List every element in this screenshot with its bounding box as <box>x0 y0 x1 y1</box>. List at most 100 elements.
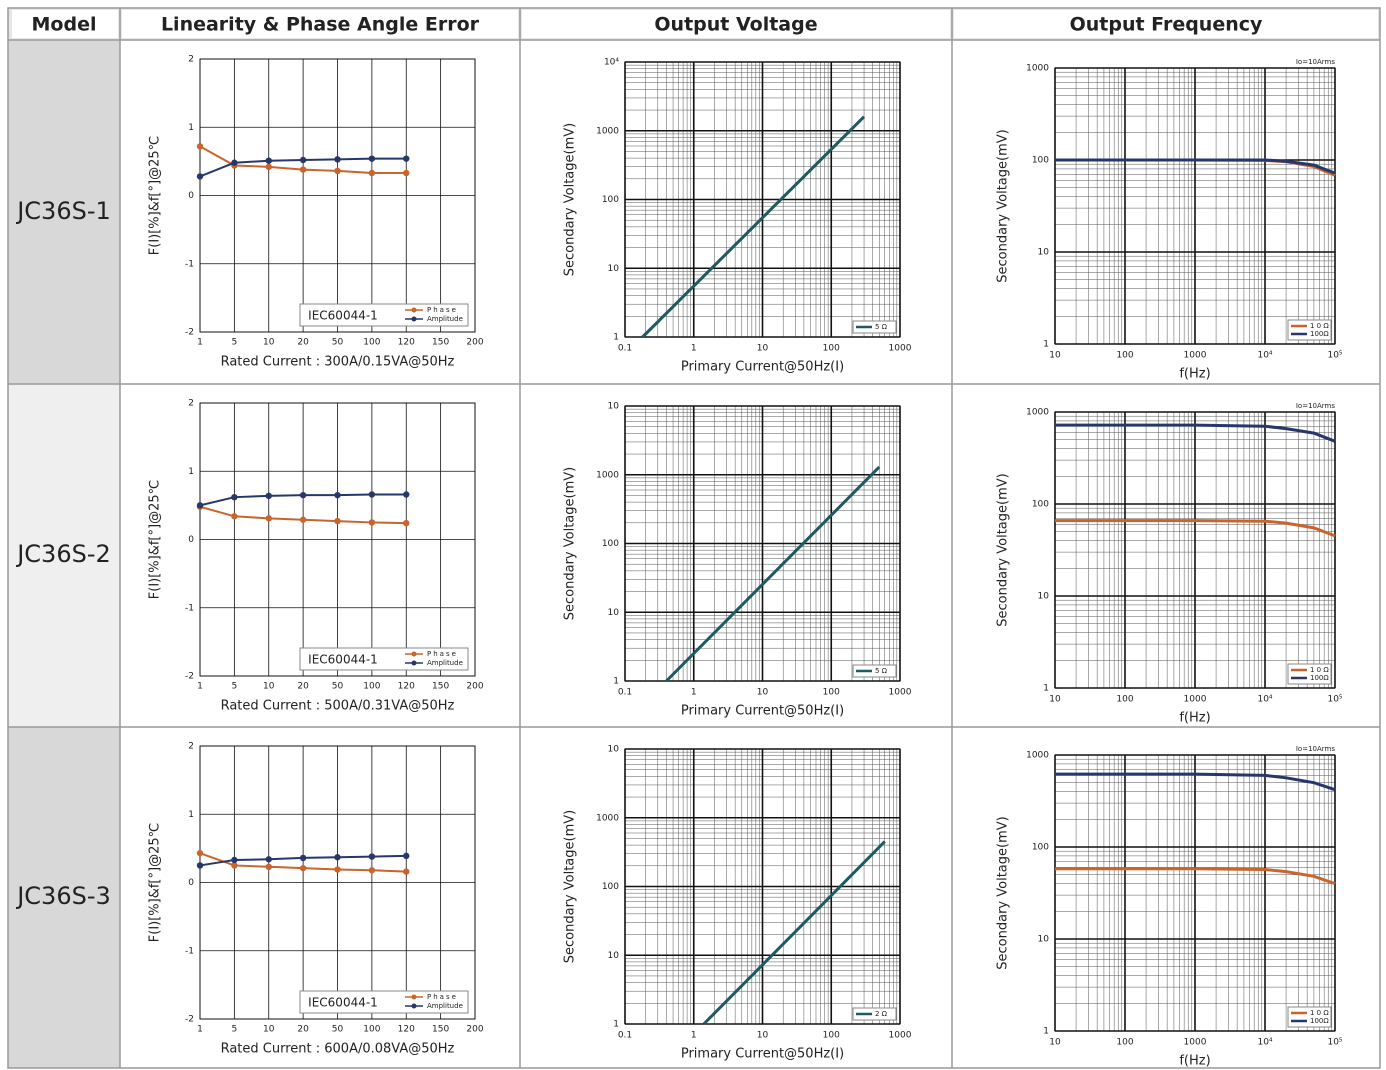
x-tick-label: 1000 <box>889 688 912 698</box>
y-axis-label: Secondary Voltage(mV) <box>996 816 1011 969</box>
x-tick-label: 10 <box>1049 351 1061 361</box>
y-tick-label: 100 <box>1032 843 1049 853</box>
x-tick-label: 1 <box>691 344 697 354</box>
x-tick-label: 50 <box>332 338 344 348</box>
point <box>368 491 376 498</box>
y-axis-label: F(I)[%]&f[°]@25℃ <box>148 480 163 599</box>
y-axis-label: Secondary Voltage(mV) <box>996 473 1011 626</box>
x-axis-label: Primary Current@50Hz(I) <box>681 704 844 719</box>
point <box>299 516 307 523</box>
model-cell <box>8 727 120 1068</box>
y-tick-label: 10 <box>608 745 620 755</box>
x-tick-label: 10 <box>263 682 275 692</box>
annotation: IEC60044-1 <box>308 996 378 1010</box>
series-line <box>665 465 881 683</box>
header: Linearity & Phase Angle Error <box>161 14 480 36</box>
point <box>368 519 376 526</box>
legend-label: 1 0 Ω <box>1310 666 1329 674</box>
x-axis-label: Primary Current@50Hz(I) <box>681 1047 844 1062</box>
x-tick-label: 10⁵ <box>1327 695 1342 705</box>
x-axis-label: f(Hz) <box>1179 711 1210 726</box>
point <box>403 491 410 498</box>
point <box>265 856 272 863</box>
y-axis-label: Secondary Voltage(mV) <box>563 467 578 620</box>
y-tick-label: 1000 <box>596 126 619 136</box>
y-tick-label: 0 <box>188 535 194 545</box>
y-tick-label: 1000 <box>1026 408 1049 418</box>
header: Output Voltage <box>654 14 817 36</box>
point <box>368 169 376 177</box>
point <box>334 491 341 499</box>
model-cell <box>8 384 120 727</box>
header-cell <box>122 10 518 38</box>
y-tick-label: -1 <box>185 259 194 269</box>
point <box>334 854 341 861</box>
header-cell <box>12 10 118 38</box>
y-tick-label: 100 <box>602 882 619 892</box>
point <box>265 492 272 500</box>
header: Model <box>32 14 97 36</box>
point <box>299 166 307 173</box>
y-tick-label: 1 <box>613 677 619 687</box>
model-name: JC36S-2 <box>15 540 111 568</box>
legend-label: 5 Ω <box>875 667 888 675</box>
x-tick-label: 1000 <box>1184 695 1207 705</box>
legend-label: Amplitude <box>427 315 463 323</box>
series-line <box>1055 158 1336 175</box>
x-tick-label: 20 <box>297 682 309 692</box>
y-tick-label: 1000 <box>596 470 619 480</box>
legend-box <box>852 1007 897 1021</box>
y-tick-label: 2 <box>188 55 194 65</box>
y-tick-label: 10 <box>608 402 620 412</box>
x-tick-label: 100 <box>823 688 840 698</box>
x-tick-label: 50 <box>332 682 344 692</box>
x-tick-label: 1000 <box>1184 351 1207 361</box>
series-line <box>1055 867 1336 886</box>
x-tick-label: 0.1 <box>618 344 632 354</box>
y-tick-label: 100 <box>1032 500 1049 510</box>
y-tick-label: -1 <box>185 946 194 956</box>
x-tick-label: 5 <box>232 682 238 692</box>
point <box>299 156 307 164</box>
legend-box <box>852 664 897 678</box>
x-tick-label: 100 <box>1116 695 1133 705</box>
point <box>299 864 307 872</box>
point <box>403 852 410 860</box>
legend-label: Amplitude <box>427 1002 463 1010</box>
x-tick-label: 1 <box>691 688 697 698</box>
point <box>403 155 410 162</box>
y-tick-label: 1000 <box>1026 64 1049 74</box>
legend-box <box>299 647 469 671</box>
y-tick-label: 0 <box>188 878 194 888</box>
point <box>299 854 307 862</box>
x-axis-label: Primary Current@50Hz(I) <box>681 360 844 375</box>
y-tick-label: 1 <box>613 333 619 343</box>
legend-label: Phase <box>427 650 458 658</box>
x-tick-label: 200 <box>466 1025 483 1035</box>
y-tick-label: -2 <box>185 328 194 338</box>
header: Output Frequency <box>1070 14 1263 36</box>
model-cell <box>8 40 120 384</box>
x-axis-label: Rated Current : 500A/0.31VA@50Hz <box>221 699 455 714</box>
legend-label: 5 Ω <box>875 323 888 331</box>
y-tick-label: 1 <box>188 123 194 133</box>
point <box>334 167 341 175</box>
legend-label: 2 Ω <box>875 1010 888 1018</box>
point <box>299 491 307 499</box>
legend-label: 1 0 Ω <box>1310 1009 1329 1017</box>
legend-label: 100Ω <box>1310 674 1329 682</box>
point <box>265 157 272 164</box>
y-tick-label: 100 <box>1032 156 1049 166</box>
x-tick-label: 20 <box>297 338 309 348</box>
x-tick-label: 150 <box>432 338 449 348</box>
point <box>334 866 341 873</box>
y-axis-label: Secondary Voltage(mV) <box>563 810 578 963</box>
x-tick-label: 100 <box>1116 1038 1133 1048</box>
annotation: Io=10Arms <box>1296 402 1335 410</box>
y-tick-label: 10 <box>608 608 620 618</box>
x-tick-label: 10 <box>757 344 769 354</box>
point <box>231 856 238 864</box>
point <box>231 513 238 520</box>
legend-swatch <box>411 307 417 313</box>
